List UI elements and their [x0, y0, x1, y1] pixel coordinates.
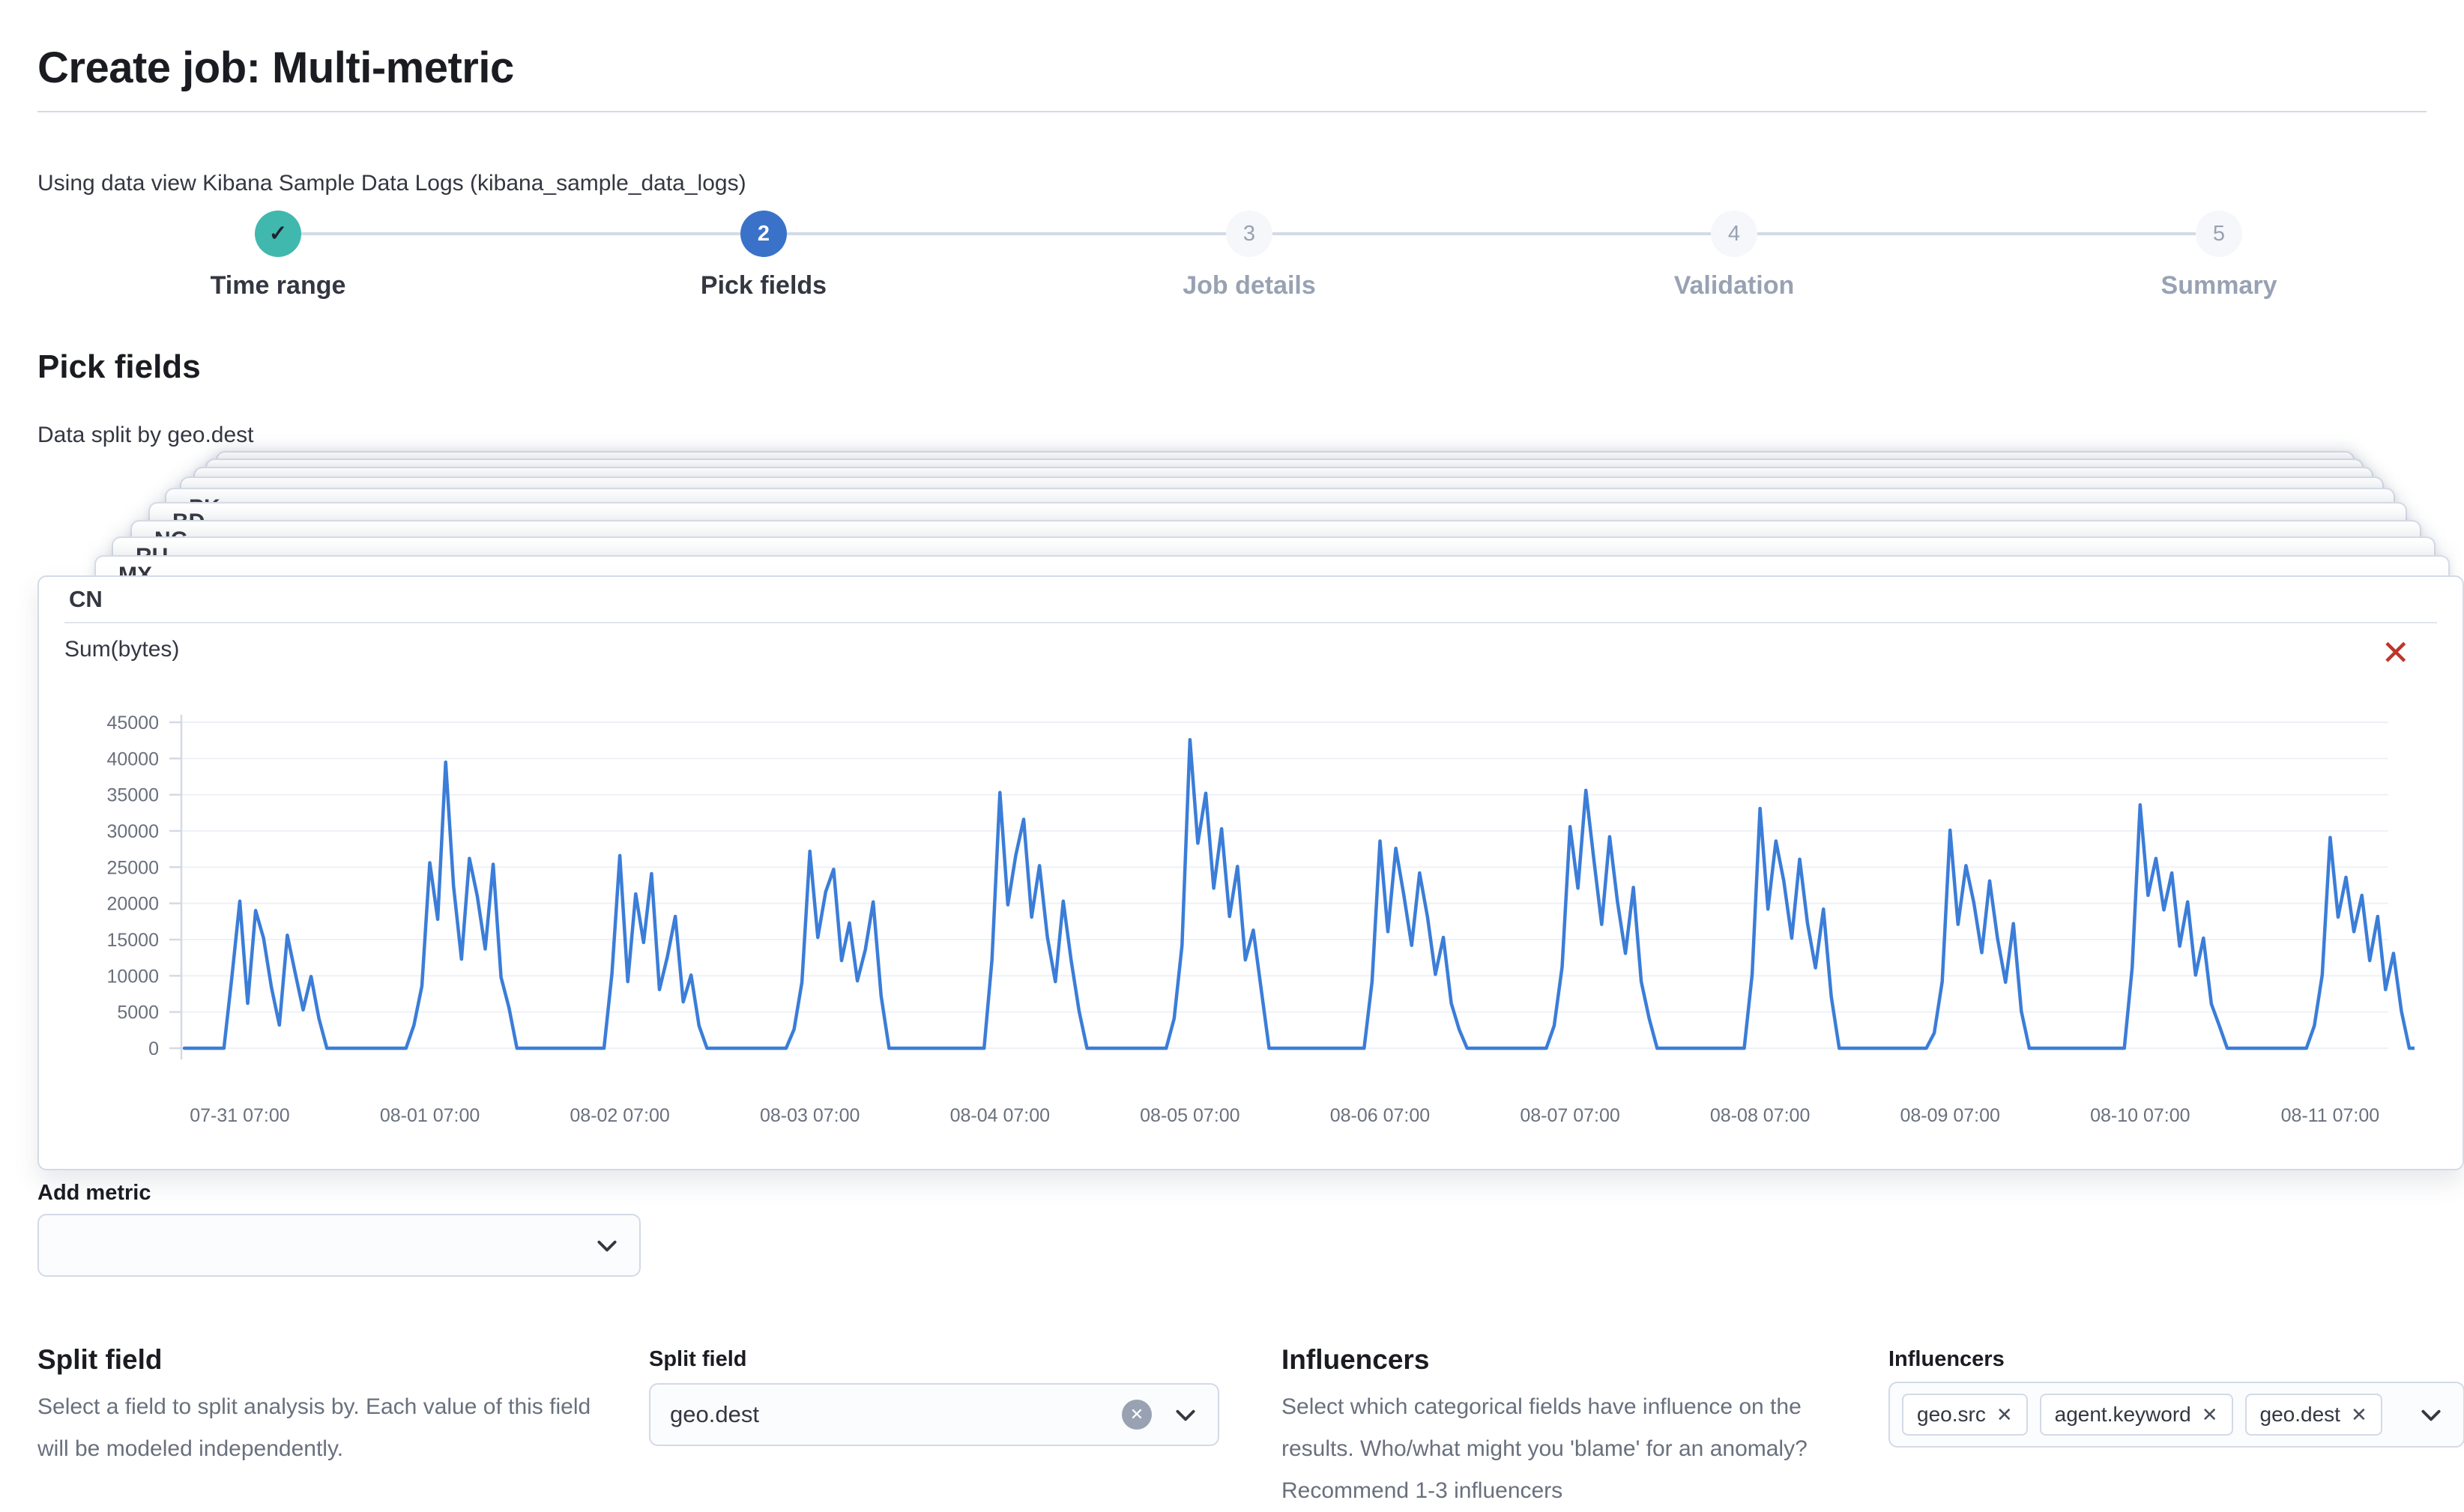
split-card-label: [195, 468, 2372, 474]
remove-badge-icon[interactable]: ✕: [2350, 1403, 2367, 1426]
step-connector: [1757, 232, 2196, 235]
chevron-down-icon: [1176, 1409, 1195, 1421]
svg-text:25000: 25000: [106, 857, 159, 878]
add-metric-label: Add metric: [37, 1181, 151, 1205]
split-card-label: [217, 453, 2353, 459]
split-field-form-label: Split field: [649, 1347, 747, 1371]
split-card-cn: CN Sum(bytes) ✕ 0 5000 10000 15000 20000 2500…: [37, 575, 2464, 1170]
svg-text:08-02 07:00: 08-02 07:00: [570, 1105, 669, 1126]
page-title: Create job: Multi-metric: [37, 43, 514, 92]
data-split-note: Data split by geo.dest: [37, 423, 254, 447]
badge-label: agent.keyword: [2054, 1403, 2191, 1426]
step-3-job-details[interactable]: 3: [1226, 211, 1272, 257]
add-metric-select[interactable]: [37, 1214, 641, 1277]
step-2-pick-fields[interactable]: 2: [740, 211, 787, 257]
influencers-description: Select which categorical fields have inf…: [1281, 1394, 1808, 1503]
svg-text:08-03 07:00: 08-03 07:00: [760, 1105, 860, 1126]
step-3-label[interactable]: Job details: [1183, 271, 1316, 300]
split-field-heading: Split field: [37, 1344, 163, 1375]
chevron-down-icon: [2421, 1409, 2441, 1421]
svg-text:08-11 07:00: 08-11 07:00: [2281, 1105, 2380, 1126]
badge-label: geo.dest: [2259, 1403, 2340, 1426]
svg-text:08-06 07:00: 08-06 07:00: [1330, 1105, 1430, 1126]
influencer-badge-geo-dest[interactable]: geo.dest ✕: [2244, 1394, 2382, 1436]
influencers-heading: Influencers: [1281, 1344, 1430, 1375]
svg-text:08-10 07:00: 08-10 07:00: [2090, 1105, 2190, 1126]
svg-text:10000: 10000: [106, 966, 159, 987]
chevron-down-icon: [597, 1240, 617, 1252]
svg-text:30000: 30000: [106, 821, 159, 842]
check-icon: ✓: [268, 222, 288, 246]
influencers-form-label: Influencers: [1888, 1347, 2005, 1371]
split-card-label: [181, 478, 2382, 484]
create-job-page: Create job: Multi-metric Using data view…: [37, 43, 2464, 1503]
svg-text:08-01 07:00: 08-01 07:00: [380, 1105, 480, 1126]
remove-badge-icon[interactable]: ✕: [1996, 1403, 2013, 1426]
influencer-badges: geo.src ✕ agent.keyword ✕ geo.dest ✕: [1902, 1383, 2382, 1446]
svg-text:07-31 07:00: 07-31 07:00: [190, 1105, 289, 1126]
svg-text:40000: 40000: [106, 749, 159, 769]
influencer-badge-agent-keyword[interactable]: agent.keyword ✕: [2039, 1394, 2233, 1436]
step-2-label[interactable]: Pick fields: [700, 271, 827, 300]
remove-metric-button[interactable]: ✕: [2381, 633, 2410, 672]
header-divider: [37, 111, 2427, 112]
svg-text:08-07 07:00: 08-07 07:00: [1520, 1105, 1619, 1126]
svg-text:08-09 07:00: 08-09 07:00: [1900, 1105, 1999, 1126]
remove-badge-icon[interactable]: ✕: [2201, 1403, 2218, 1426]
sum-bytes-line-chart: 0 5000 10000 15000 20000 25000 30000 35000 40000…: [106, 713, 2415, 1126]
step-connector: [1272, 232, 1711, 235]
svg-text:08-08 07:00: 08-08 07:00: [1710, 1105, 1810, 1126]
svg-text:20000: 20000: [106, 894, 159, 915]
step-1-label[interactable]: Time range: [210, 271, 346, 300]
step-connector: [787, 232, 1226, 235]
card-divider: [64, 622, 2437, 623]
split-field-description: Select a field to split analysis by. Eac…: [37, 1394, 591, 1461]
step-5-summary[interactable]: 5: [2196, 211, 2242, 257]
influencer-badge-geo-src[interactable]: geo.src ✕: [1902, 1394, 2028, 1436]
step-4-label[interactable]: Validation: [1673, 271, 1795, 300]
badge-label: geo.src: [1917, 1403, 1986, 1426]
svg-text:0: 0: [148, 1038, 159, 1059]
split-value-label: CN: [69, 586, 103, 612]
metric-label: Sum(bytes): [64, 637, 180, 662]
svg-text:45000: 45000: [106, 713, 159, 734]
step-connector: [301, 232, 740, 235]
split-card-label: [207, 460, 2362, 466]
step-4-validation[interactable]: 4: [1711, 211, 1757, 257]
svg-text:08-04 07:00: 08-04 07:00: [950, 1105, 1050, 1126]
influencers-combobox[interactable]: geo.src ✕ agent.keyword ✕ geo.dest ✕: [1888, 1382, 2464, 1448]
svg-text:08-05 07:00: 08-05 07:00: [1140, 1105, 1239, 1126]
svg-text:5000: 5000: [117, 1003, 159, 1023]
clear-selection-icon[interactable]: ✕: [1122, 1400, 1152, 1430]
pick-fields-heading: Pick fields: [37, 348, 201, 385]
split-field-combobox[interactable]: geo.dest ✕: [649, 1383, 1219, 1446]
svg-text:35000: 35000: [106, 785, 159, 806]
step-5-label[interactable]: Summary: [2160, 271, 2277, 300]
split-field-value: geo.dest: [670, 1401, 759, 1427]
step-1-time-range[interactable]: ✓: [255, 211, 301, 257]
data-view-note: Using data view Kibana Sample Data Logs …: [37, 171, 746, 196]
svg-text:15000: 15000: [106, 930, 159, 951]
